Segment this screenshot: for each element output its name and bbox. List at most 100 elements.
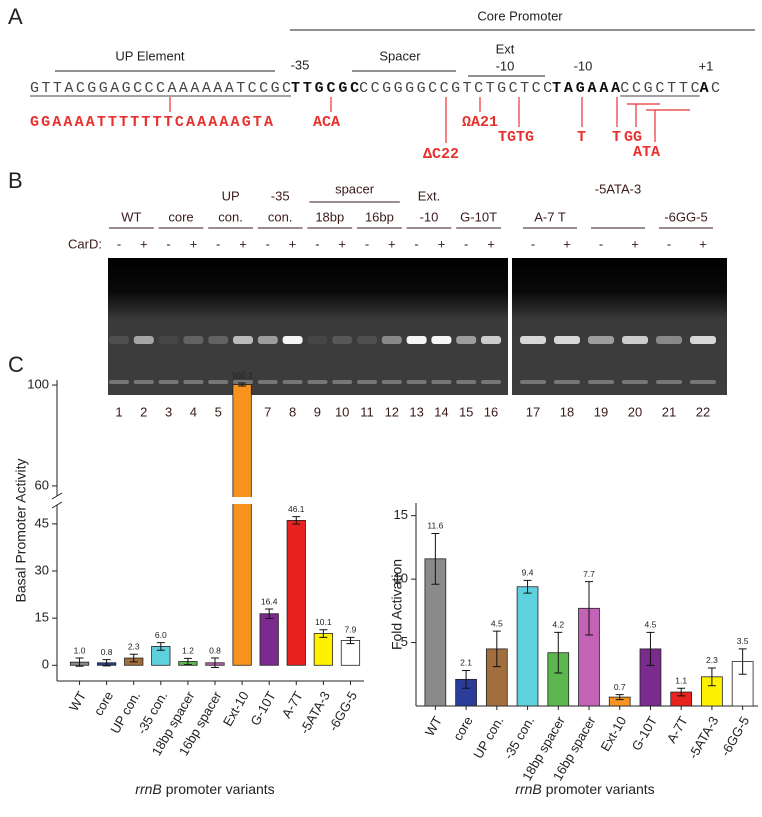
mutation: ΔC22 [423, 146, 459, 163]
card-sign: + [289, 236, 297, 251]
mutation: ΩA21 [462, 114, 498, 131]
lane-group-label: -10 [420, 209, 439, 224]
bar [286, 520, 306, 666]
mutation: TGTG [498, 129, 534, 146]
x-tick-label: Ext-10 [220, 689, 252, 729]
region-label: Ext [496, 41, 515, 56]
mutation: T [577, 129, 586, 146]
value-label: 1.0 [74, 645, 86, 655]
value-label: 4.5 [645, 620, 657, 630]
lane-group-label: con. [218, 209, 243, 224]
gel [512, 258, 727, 395]
error-bar [523, 579, 532, 594]
gel-band [158, 336, 179, 344]
card-sign: + [438, 236, 446, 251]
error-bar [492, 630, 501, 668]
value-label: 2.3 [706, 655, 718, 665]
lane-number: 18 [560, 404, 574, 419]
gel-band [656, 336, 682, 344]
value-label: 6.0 [155, 630, 167, 640]
value-label: 3.5 [737, 636, 749, 646]
sequence-segment: CCGGGGCCGTCTGCTCC [359, 80, 552, 97]
value-label: 1.1 [675, 675, 687, 685]
lane-number: 10 [335, 404, 349, 419]
card-sign: + [487, 236, 495, 251]
error-bar [238, 382, 247, 387]
gel-band [588, 380, 614, 384]
y-axis-label: Basal Promoter Activity [13, 459, 29, 603]
gel-band [109, 380, 129, 384]
lane-number: 9 [314, 404, 321, 419]
x-tick-label: -5ATA-3 [685, 714, 721, 762]
gel-band [133, 336, 154, 344]
x-tick-label: G-10T [629, 714, 660, 753]
gel-band [233, 336, 253, 344]
x-axis-label: rrnB promoter variants [515, 781, 654, 797]
card-sign: + [239, 236, 247, 251]
x-tick-label: Ext-10 [598, 714, 630, 754]
lane-group-label: 18bp [315, 209, 344, 224]
x-axis-label-part: rrnB [515, 781, 541, 797]
card-sign: - [464, 236, 468, 251]
value-label: 10.1 [315, 617, 332, 627]
error-bar [707, 667, 716, 687]
x-tick-label: -6GG-5 [718, 714, 753, 759]
gel-band [332, 380, 353, 384]
gel-band [332, 336, 353, 344]
lane-group-label: -35 [271, 188, 290, 203]
error-bar [431, 532, 440, 585]
gel-band [431, 380, 452, 384]
gel-band [690, 380, 716, 384]
value-label: 4.2 [552, 620, 564, 630]
mutation: GGAAAATTTTTTTCAAAAAGTA [30, 114, 273, 131]
y-tick-label: 0 [42, 657, 49, 672]
lane-number: 14 [434, 404, 448, 419]
gel-band [282, 380, 303, 384]
x-axis-label-part: rrnB [135, 781, 161, 797]
lane-group-label: core [168, 209, 193, 224]
error-bar [211, 657, 219, 668]
value-label: 4.5 [491, 618, 503, 628]
gel-band [690, 336, 716, 344]
gel-band [233, 380, 253, 384]
super-group-label: -5ATA-3 [595, 181, 641, 196]
lane-group-label: con. [268, 209, 293, 224]
lane-group-label: G-10T [460, 209, 497, 224]
card-sign: + [631, 236, 639, 251]
x-tick-label: A-7T [279, 689, 306, 721]
gel-band [133, 380, 154, 384]
lane-number: 8 [289, 404, 296, 419]
gel-band [257, 380, 278, 384]
x-axis-label-part: promoter variants [546, 781, 655, 797]
card-sign: + [140, 236, 148, 251]
y-tick-label: 60 [35, 477, 49, 492]
lane-number: 21 [662, 404, 676, 419]
lane-number: 2 [140, 404, 147, 419]
card-sign: - [117, 236, 121, 251]
region-label: -10 [496, 58, 515, 73]
card-sign: - [216, 236, 220, 251]
value-label: 46.1 [288, 504, 305, 514]
panel-label: B [8, 168, 23, 193]
card-sign: - [266, 236, 270, 251]
lane-number: 20 [628, 404, 642, 419]
card-sign: - [315, 236, 319, 251]
panel-label: C [8, 352, 24, 377]
sequence-segment: A [700, 80, 709, 97]
error-bar [319, 629, 328, 638]
region-label: Core Promoter [477, 8, 563, 23]
gel-band [622, 380, 648, 384]
gel [108, 258, 508, 395]
lane-number: 16 [484, 404, 498, 419]
gel-band [282, 336, 303, 344]
card-sign: + [699, 236, 707, 251]
lane-number: 19 [594, 404, 608, 419]
region-label: +1 [699, 58, 714, 73]
y-axis-label: Fold Activation [389, 559, 405, 650]
card-sign: + [338, 236, 346, 251]
bar [259, 613, 279, 666]
gel-band [406, 380, 427, 384]
lane-number: 4 [190, 404, 197, 419]
error-bar [738, 648, 747, 675]
gel-band [183, 380, 204, 384]
